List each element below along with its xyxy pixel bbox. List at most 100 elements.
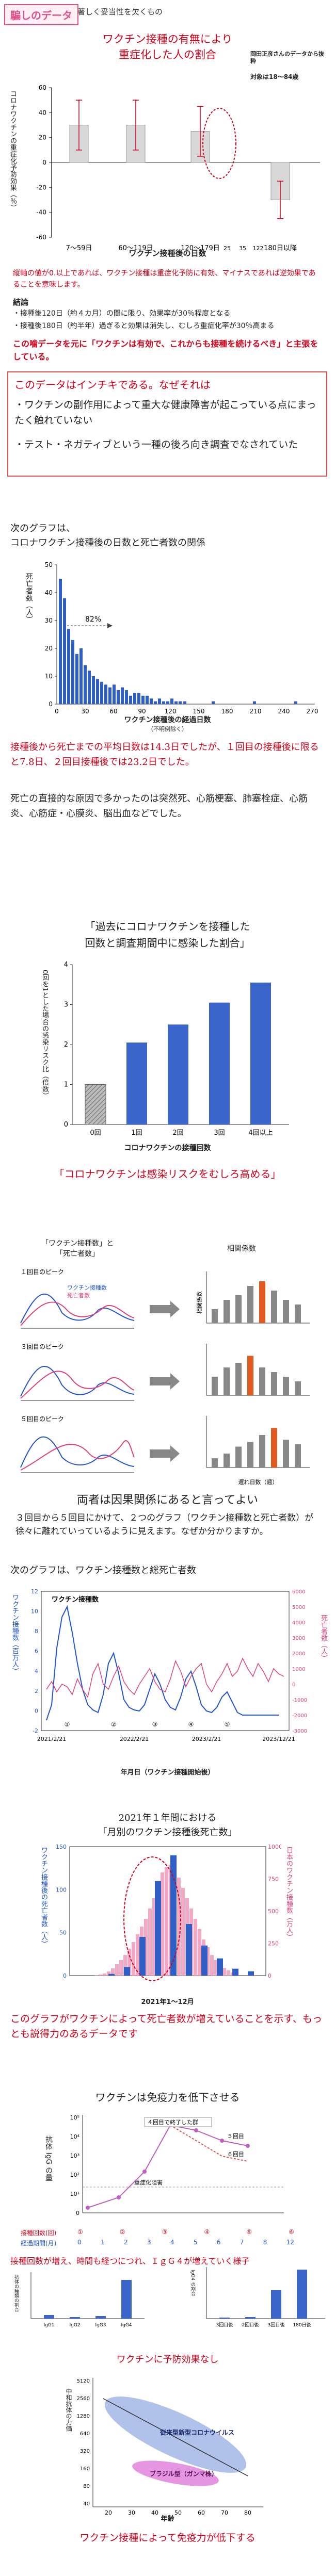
c2-ytick: 30	[45, 617, 53, 624]
s3-para2: 死亡の直接的な原因で多かったのは突然死、心筋梗塞、肺塞栓症、心筋炎、心筋症・心膜…	[10, 793, 308, 819]
c9-ytick: 40	[83, 2501, 90, 2507]
c3-ytick: 0	[64, 1121, 68, 1129]
s7-caption: このグラフがワクチンによって死亡者数が増えていることを示す、もっとも説得力のある…	[10, 2013, 323, 2040]
c9-ytick: 640	[80, 2431, 90, 2437]
c3-xlabel: 1回	[131, 1129, 142, 1137]
igg-left-cat: IgG1	[43, 2323, 54, 2328]
c7-bar	[108, 1974, 115, 1976]
c2-bar	[117, 690, 120, 704]
c1-ytick: 20	[39, 134, 46, 141]
row1-value: ①	[77, 2228, 83, 2236]
s3-ylabel: 死亡者数（人）	[25, 573, 33, 623]
s7-xlabel: 2021年1〜12月	[141, 1998, 194, 2006]
c6-ytick-left: 4	[35, 1668, 38, 1674]
c9-ytick: 2560	[77, 2396, 90, 2402]
c2-bar	[179, 701, 182, 704]
c7-vax-bar	[123, 1955, 127, 1976]
igg-right-cat: 3回目後	[216, 2322, 233, 2328]
c2-ytick: 40	[45, 589, 53, 596]
row2-value: 4	[170, 2239, 174, 2246]
s6-xlabel: 年月日（ワクチン接種開始後）	[120, 1769, 215, 1776]
coef-ylabel: 相関係数	[196, 1291, 203, 1314]
s8-left-ylabel: 抗体の種類の割合	[13, 2275, 19, 2312]
c7-vax-bar	[148, 1909, 152, 1976]
c6-marker: ③	[152, 1721, 158, 1728]
s8-title: ワクチンは免疫力を低下させる	[95, 2091, 240, 2104]
row1-value: ②	[119, 2228, 125, 2236]
c2-bar	[166, 701, 169, 704]
c9-xtick: 30	[128, 2509, 135, 2516]
c2-bar	[141, 695, 145, 704]
c8-line-main	[87, 2124, 248, 2208]
coef-bar	[212, 1458, 218, 1468]
s1-target: 対象は18〜84歳	[250, 73, 299, 80]
coef-bar	[271, 1291, 277, 1323]
c7-vax-bar	[103, 1974, 106, 1976]
c2-bar	[113, 684, 116, 704]
s8-ylabel: 抗体 IgG の量	[44, 2135, 53, 2181]
c3-ytick: 2	[64, 1041, 68, 1049]
s3-xsub: （不明例除く）	[148, 726, 187, 732]
coef-bar	[259, 1367, 265, 1395]
s8-row2-values: 0 1 2 3 4 5 6 7 8 12	[77, 2239, 294, 2246]
c7-vax-bar	[165, 1867, 168, 1976]
c7-ytick-right: 500	[268, 1908, 279, 1915]
p3-vax-line	[20, 1436, 135, 1468]
c3-bar	[126, 1042, 147, 1124]
s1-emphasis: この噛データを元に「ワクチンは有効で、これからも接種を続けるべき」と主張をしてい…	[13, 339, 318, 362]
c6-ytick-right: 5000	[292, 1605, 305, 1610]
row2-value: 7	[240, 2239, 244, 2246]
c3-bar	[250, 982, 271, 1124]
s3-para1: 接種後から死亡までの平均日数は14.3日でしたが、１回目の接種後に限ると7.8日…	[10, 742, 319, 768]
c6-ytick-left: 12	[31, 1588, 38, 1595]
c6-ytick-right: 6000	[292, 1589, 305, 1595]
s1-source: 岡田正彦さんのデータから抜粋	[250, 51, 324, 65]
c2-bar	[174, 701, 178, 704]
c2-bar	[71, 640, 74, 704]
s3-intro-1: 次のグラフは、	[10, 523, 75, 534]
coef-bar	[224, 1454, 230, 1468]
c1-ytick: -60	[36, 234, 46, 241]
c7-bar	[186, 1924, 192, 1976]
c3-xlabel: 3回	[214, 1129, 225, 1137]
p2-death-line	[20, 1371, 135, 1399]
p2-vax-line	[20, 1366, 135, 1397]
c7-vax-bar	[206, 1947, 210, 1976]
c7-ytick-left: 100	[56, 1886, 67, 1893]
c9-xtick: 50	[174, 2509, 182, 2516]
row1-value: ⑥	[289, 2228, 294, 2236]
coef-bar	[259, 1281, 265, 1323]
coef-bar	[283, 1300, 289, 1323]
c6-marker: ②	[111, 1721, 117, 1728]
s2-box: このデータはインチキである。なぜそれは ・ワクチンの副作用によって重大な健康障害…	[7, 371, 327, 477]
s1-conclusion-1: ・接種後120日（約４カ月）の間に限り、効果率が30％程度となる	[13, 309, 231, 318]
c6-date: 2022/2/21	[120, 1736, 149, 1742]
s2-head: このデータはインチキである。なぜそれは	[14, 379, 211, 391]
c8-ytick: 10²	[70, 2172, 79, 2178]
c8-ytick: 0	[76, 2210, 79, 2216]
coef-bar	[235, 1295, 242, 1323]
s5-para: ３回目から５回目にかけて、２つのグラフ（ワクチン接種数と死亡者数）が徐々に離れて…	[15, 1513, 314, 1537]
c2-bar	[158, 698, 161, 704]
c8-ytick: 10³	[70, 2153, 79, 2159]
c6-ytick-left: 6	[35, 1648, 38, 1655]
c9-xtick: 20	[105, 2509, 112, 2516]
c8-ytick: 10¹	[70, 2191, 79, 2197]
row2-value: 6	[216, 2239, 221, 2246]
row2-value: 2	[123, 2239, 128, 2246]
c7-vax-bar	[111, 1968, 115, 1976]
c7-vax-bar	[136, 1934, 139, 1976]
coef-bar	[224, 1367, 230, 1395]
c7-vax-bar	[177, 1878, 181, 1976]
s8-row2: 経過期間(月)	[21, 2240, 57, 2247]
s4-caption: 「コロナワクチンは感染リスクをむしろ高める」	[54, 1168, 281, 1180]
s1-title-2: 重症化した人の割合	[119, 48, 216, 61]
c2-bar	[121, 687, 124, 704]
coef-bar	[212, 1309, 218, 1323]
row2-value: 8	[263, 2239, 267, 2246]
c2-bar	[75, 654, 78, 704]
c2-bar	[133, 693, 136, 704]
c7-ytick-left: 0	[63, 1972, 67, 1979]
coef-bar	[235, 1446, 242, 1468]
row1-value: ⑤	[246, 2228, 252, 2236]
